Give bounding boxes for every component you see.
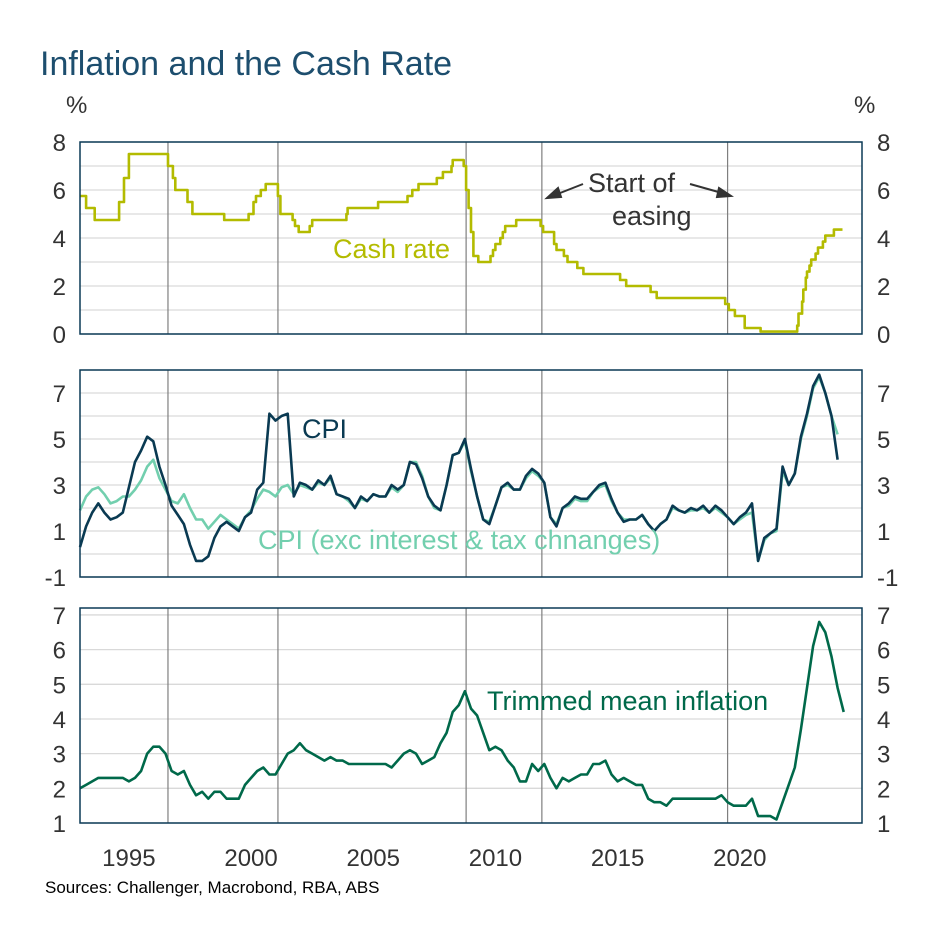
- y-tick-right: 4: [877, 226, 890, 253]
- x-tick: 2020: [713, 845, 766, 872]
- y-tick-left: 6: [53, 638, 66, 665]
- cash-rate-label: Cash rate: [333, 234, 450, 264]
- y-tick-right: 8: [877, 130, 890, 157]
- trimmed-mean-label: Trimmed mean inflation: [487, 686, 768, 716]
- y-tick-left: 0: [53, 322, 66, 349]
- y-tick-left: 1: [53, 811, 66, 838]
- x-tick: 2005: [347, 845, 400, 872]
- panel-frame: [79, 607, 863, 824]
- y-tick-left: 5: [53, 672, 66, 699]
- y-tick-right: 2: [877, 776, 890, 803]
- panel-frame: [79, 141, 863, 335]
- y-tick-left: 1: [53, 519, 66, 546]
- panel-2: 7 7 5 5 3 3 1 1 -1 -1: [45, 369, 898, 592]
- y-tick-left: 2: [53, 776, 66, 803]
- cpi-exc-label: CPI (exc interest & tax chnanges): [258, 525, 660, 555]
- easing-arrow-right: [689, 183, 734, 199]
- y-tick-right: 5: [877, 427, 890, 454]
- x-tick: 2000: [224, 845, 277, 872]
- y-tick-right: 0: [877, 322, 890, 349]
- panel-1: 8 8 6 6 4 4 2 2 0 0: [53, 130, 891, 349]
- panel-frame: [79, 369, 863, 578]
- y-tick-right: 1: [877, 519, 890, 546]
- y-tick-left: 4: [53, 707, 66, 734]
- y-tick-right: -1: [877, 565, 898, 592]
- source-note: Sources: Challenger, Macrobond, RBA, ABS: [45, 878, 380, 897]
- y-tick-left: 2: [53, 274, 66, 301]
- panel-3: 7 7 6 6 5 5 4 4 3 3 2 2 1 1: [53, 603, 891, 838]
- y-tick-right: 4: [877, 707, 890, 734]
- y-tick-right: 7: [877, 603, 890, 630]
- cpi-label: CPI: [302, 414, 347, 444]
- y-tick-left: 6: [53, 178, 66, 205]
- chart-title: Inflation and the Cash Rate: [40, 45, 452, 83]
- unit-right: %: [854, 92, 875, 119]
- y-tick-left: 7: [53, 603, 66, 630]
- x-tick: 2015: [591, 845, 644, 872]
- y-tick-right: 3: [877, 742, 890, 769]
- series-line-trimmed-mean-inflation: [79, 620, 845, 821]
- x-tick: 1995: [102, 845, 155, 872]
- unit-left: %: [66, 92, 87, 119]
- y-tick-right: 7: [877, 381, 890, 408]
- series-line-cpi: [78, 373, 839, 563]
- y-tick-left: 5: [53, 427, 66, 454]
- y-tick-right: 6: [877, 178, 890, 205]
- y-tick-right: 3: [877, 473, 890, 500]
- y-tick-right: 6: [877, 638, 890, 665]
- y-tick-right: 2: [877, 274, 890, 301]
- y-tick-right: 5: [877, 672, 890, 699]
- y-tick-left: 7: [53, 381, 66, 408]
- y-tick-right: 1: [877, 811, 890, 838]
- y-tick-left: 4: [53, 226, 66, 253]
- start-of-easing-label-line2: easing: [612, 201, 692, 231]
- series-line-cash-rate: [80, 152, 843, 333]
- y-tick-left: 3: [53, 473, 66, 500]
- easing-arrow-left: [544, 183, 584, 200]
- x-tick: 2010: [469, 845, 522, 872]
- start-of-easing-label-line1: Start of: [588, 168, 676, 198]
- y-tick-left: 3: [53, 742, 66, 769]
- y-tick-left: -1: [45, 565, 66, 592]
- y-tick-left: 8: [53, 130, 66, 157]
